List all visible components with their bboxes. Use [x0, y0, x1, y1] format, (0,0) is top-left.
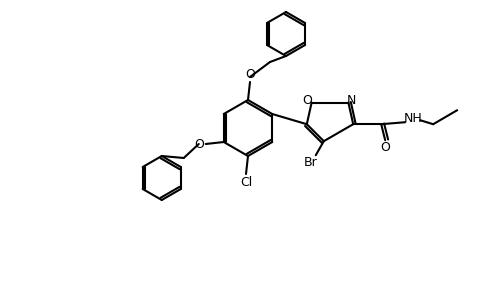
- Text: Cl: Cl: [240, 176, 252, 188]
- Text: NH: NH: [404, 112, 422, 125]
- Text: Br: Br: [304, 156, 318, 169]
- Text: N: N: [347, 94, 356, 107]
- Text: O: O: [194, 138, 204, 150]
- Text: O: O: [303, 94, 312, 107]
- Text: O: O: [245, 69, 255, 82]
- Text: O: O: [380, 141, 390, 154]
